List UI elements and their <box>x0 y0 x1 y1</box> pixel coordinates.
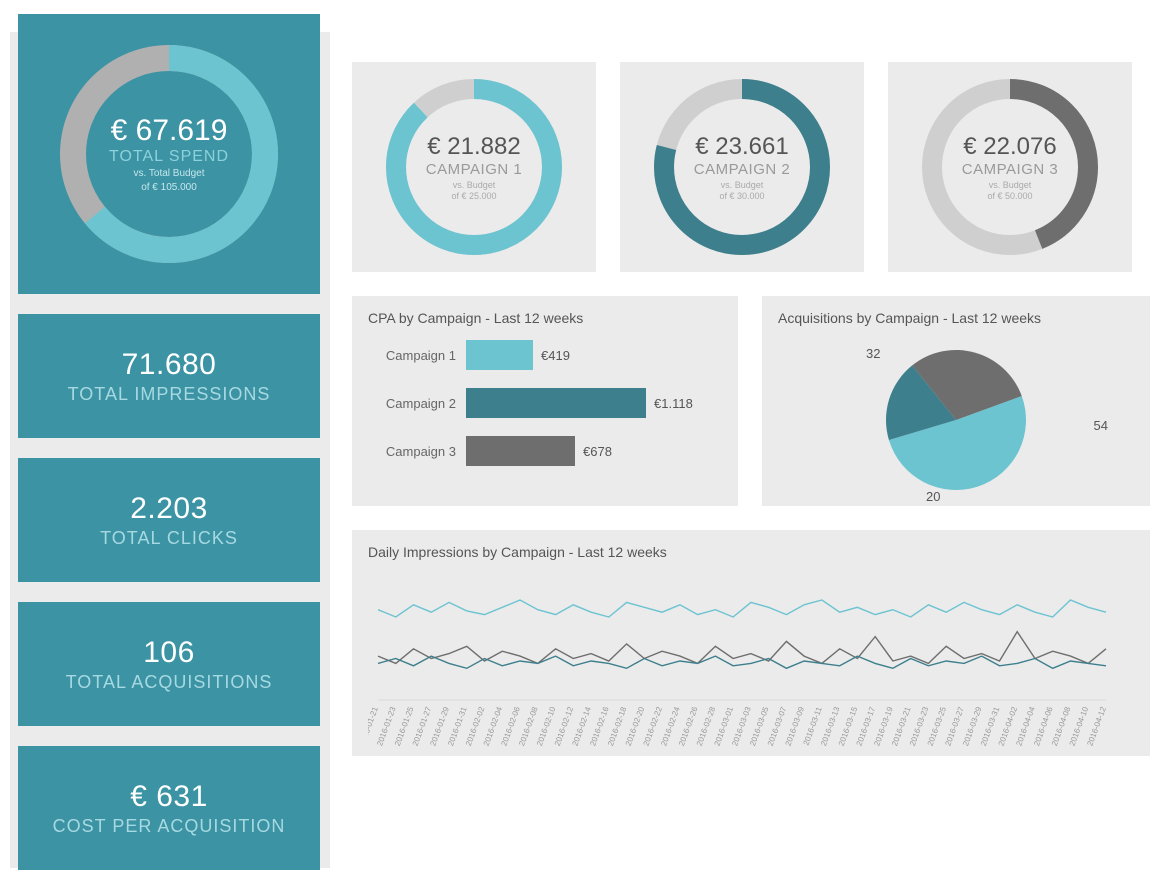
campaign-value: € 21.882 <box>427 133 520 161</box>
daily-impressions-card: Daily Impressions by Campaign - Last 12 … <box>352 530 1150 756</box>
cpa-row-amount: €419 <box>541 348 570 363</box>
cpa-row-3: Campaign 3 €678 <box>368 436 722 466</box>
cpa-row-amount: €678 <box>583 444 612 459</box>
daily-line-chart: 2016-01-212016-01-232016-01-252016-01-27… <box>368 574 1116 754</box>
cpa-row-bar <box>466 436 575 466</box>
total-spend-value: € 67.619 <box>111 114 228 148</box>
kpi-label: COST PER ACQUISITION <box>53 816 286 837</box>
cpa-row-bar <box>466 340 533 370</box>
kpi-value: 71.680 <box>122 348 217 382</box>
kpi-tile-3: € 631COST PER ACQUISITION <box>18 746 320 870</box>
main-content: € 21.882CAMPAIGN 1vs. Budgetof € 25.000€… <box>352 14 1150 870</box>
campaign-value: € 23.661 <box>695 133 788 161</box>
pie-slice-label: 32 <box>866 346 880 361</box>
kpi-label: TOTAL IMPRESSIONS <box>68 384 271 405</box>
campaign-sub: vs. Budgetof € 30.000 <box>719 180 764 202</box>
campaign-donut-1: € 21.882CAMPAIGN 1 vs. Budgetof € 25.000 <box>352 62 596 272</box>
kpi-value: € 631 <box>130 780 208 814</box>
mid-row: CPA by Campaign - Last 12 weeks Campaign… <box>352 296 1150 506</box>
acquisitions-card: Acquisitions by Campaign - Last 12 weeks… <box>762 296 1150 506</box>
cpa-row-bar <box>466 388 646 418</box>
cpa-card: CPA by Campaign - Last 12 weeks Campaign… <box>352 296 738 506</box>
total-spend-tile: € 67.619 TOTAL SPEND vs. Total Budget of… <box>18 14 320 294</box>
total-spend-sub2: of € 105.000 <box>141 182 197 194</box>
campaign-donut-2: € 23.661CAMPAIGN 2 vs. Budgetof € 30.000 <box>620 62 864 272</box>
pie-slice-label: 54 <box>1094 418 1108 433</box>
cpa-row-1: Campaign 1 €419 <box>368 340 722 370</box>
total-spend-label: TOTAL SPEND <box>109 148 229 166</box>
pie-slice-label: 20 <box>926 489 940 504</box>
total-spend-sub1: vs. Total Budget <box>134 168 205 180</box>
kpi-tile-2: 106TOTAL ACQUISITIONS <box>18 602 320 726</box>
summary-sidebar: € 67.619 TOTAL SPEND vs. Total Budget of… <box>18 14 320 870</box>
campaign-label: CAMPAIGN 3 <box>962 161 1058 178</box>
kpi-value: 106 <box>143 636 195 670</box>
campaign-donut-3: € 22.076CAMPAIGN 3 vs. Budgetof € 50.000 <box>888 62 1132 272</box>
acq-title: Acquisitions by Campaign - Last 12 weeks <box>778 310 1134 326</box>
campaign-sub: vs. Budgetof € 50.000 <box>987 180 1032 202</box>
campaign-sub: vs. Budgetof € 25.000 <box>451 180 496 202</box>
kpi-tile-1: 2.203TOTAL CLICKS <box>18 458 320 582</box>
cpa-row-amount: €1.118 <box>654 396 693 411</box>
daily-title: Daily Impressions by Campaign - Last 12 … <box>368 544 1134 560</box>
cpa-row-name: Campaign 3 <box>368 444 466 459</box>
cpa-title: CPA by Campaign - Last 12 weeks <box>368 310 722 326</box>
kpi-label: TOTAL CLICKS <box>100 528 238 549</box>
cpa-row-name: Campaign 2 <box>368 396 466 411</box>
campaign-value: € 22.076 <box>963 133 1056 161</box>
campaign-donuts-row: € 21.882CAMPAIGN 1vs. Budgetof € 25.000€… <box>352 62 1150 272</box>
kpi-value: 2.203 <box>130 492 208 526</box>
acq-pie <box>881 345 1031 495</box>
cpa-row-name: Campaign 1 <box>368 348 466 363</box>
total-spend-overlay: € 67.619 TOTAL SPEND vs. Total Budget of… <box>18 14 320 294</box>
campaign-label: CAMPAIGN 2 <box>694 161 790 178</box>
acq-pie-wrap: 542032 <box>778 340 1134 500</box>
kpi-tile-0: 71.680TOTAL IMPRESSIONS <box>18 314 320 438</box>
cpa-row-2: Campaign 2 €1.118 <box>368 388 722 418</box>
campaign-label: CAMPAIGN 1 <box>426 161 522 178</box>
dashboard-root: € 67.619 TOTAL SPEND vs. Total Budget of… <box>0 0 1168 884</box>
kpi-label: TOTAL ACQUISITIONS <box>66 672 273 693</box>
